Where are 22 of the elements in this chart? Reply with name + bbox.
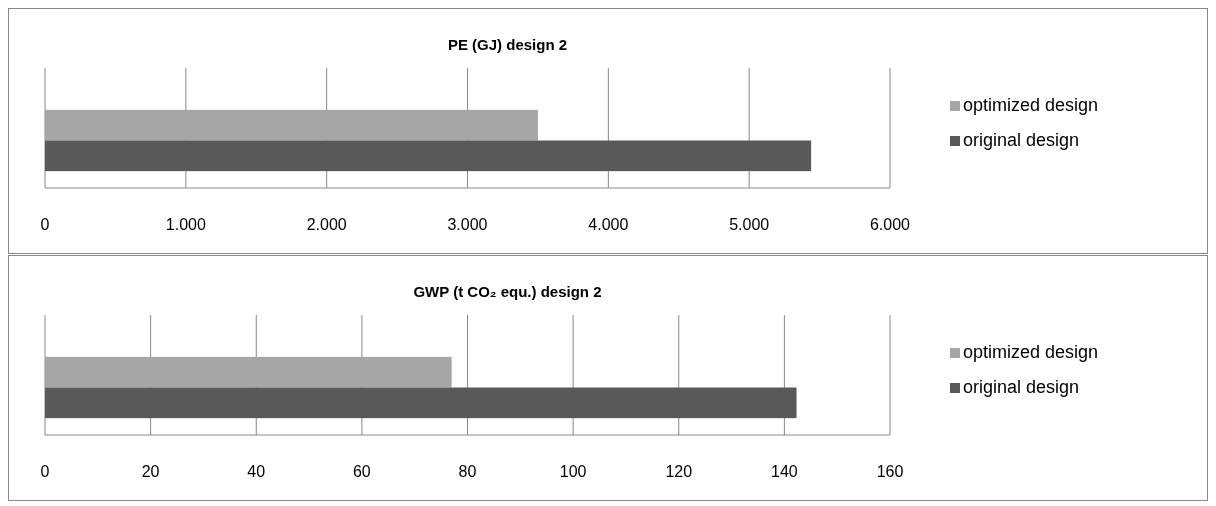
x-tick-label: 160 xyxy=(876,463,904,480)
x-tick-label: 80 xyxy=(458,463,477,480)
legend-label: optimized design xyxy=(963,95,1099,115)
x-tick-label: 5.000 xyxy=(729,216,770,233)
x-tick-label: 0 xyxy=(40,463,50,480)
x-tick-label: 120 xyxy=(665,463,693,480)
x-tick-label: 0 xyxy=(40,216,50,233)
x-tick-label: 6.000 xyxy=(869,216,911,233)
legend-label: original design xyxy=(963,130,1080,150)
chart-title: PE (GJ) design 2 xyxy=(447,36,568,53)
chart-title: GWP (t CO₂ equ.) design 2 xyxy=(413,283,602,300)
legend-label: original design xyxy=(963,377,1080,397)
x-tick-label: 2.000 xyxy=(306,216,347,233)
x-tick-label: 100 xyxy=(559,463,587,480)
x-tick-label: 1.000 xyxy=(165,216,206,233)
legend-label: optimized design xyxy=(963,342,1099,362)
x-tick-label: 20 xyxy=(141,463,160,480)
x-tick-label: 4.000 xyxy=(588,216,629,233)
x-tick-label: 60 xyxy=(352,463,371,480)
x-tick-label: 3.000 xyxy=(447,216,488,233)
x-tick-label: 140 xyxy=(771,463,798,480)
x-tick-label: 40 xyxy=(247,463,266,480)
